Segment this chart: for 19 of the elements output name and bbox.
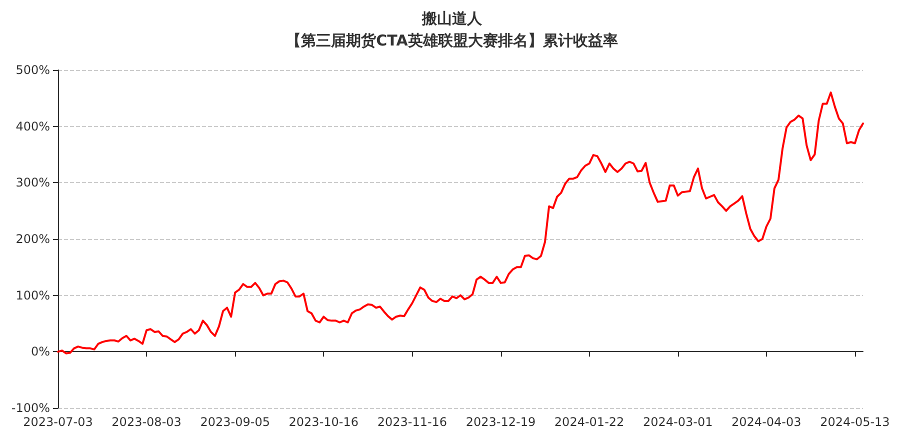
x-tick-label: 2024-03-01 (642, 415, 713, 429)
y-tick-label: 200% (16, 232, 50, 246)
x-tick-label: 2024-04-03 (732, 415, 802, 429)
y-tick-label: 300% (16, 176, 50, 190)
y-tick-label: 400% (16, 119, 50, 134)
x-tick-label: 2023-08-03 (112, 415, 182, 429)
x-tick-label: 2023-09-05 (200, 415, 270, 429)
x-tick-label: 2024-01-22 (554, 415, 624, 429)
x-tick-label: 2023-10-16 (288, 415, 359, 429)
y-tick-label: 0% (30, 344, 50, 359)
chart-title: 搬山道人 (421, 10, 483, 28)
y-tick-label: 500% (16, 63, 50, 77)
x-tick-label: 2023-11-16 (377, 415, 448, 429)
x-tick-label: 2023-12-19 (466, 415, 536, 429)
x-tick-label: 2023-07-03 (23, 415, 93, 429)
y-tick-label: 100% (16, 288, 50, 302)
x-tick-label: 2024-05-13 (820, 415, 890, 429)
chart-subtitle: 【第三届期货CTA英雄联盟大赛排名】累计收益率 (286, 32, 618, 50)
y-tick-label: -100% (11, 401, 50, 415)
